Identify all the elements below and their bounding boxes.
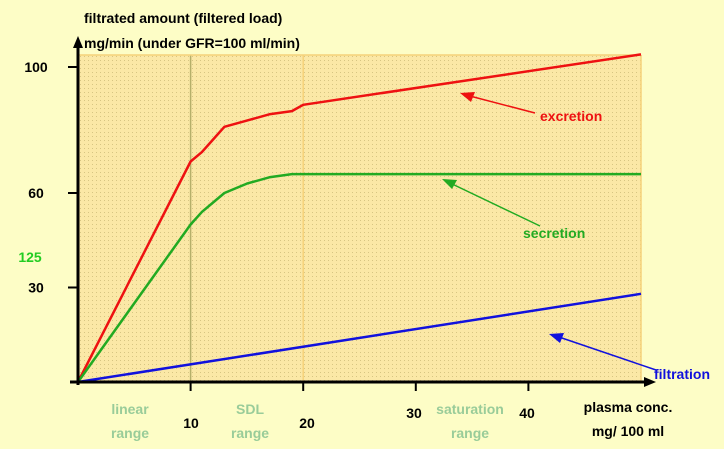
x-tick-label-20: 20	[299, 415, 315, 431]
y-extra-label: 125	[18, 249, 42, 265]
plot-area-texture	[78, 55, 641, 382]
chart-title: filtrated amount (filtered load)	[84, 10, 282, 26]
y-axis-arrowhead	[73, 36, 83, 48]
region-label-1-line2: range	[231, 425, 269, 441]
x-tick-label-30: 30	[406, 405, 422, 421]
chart-subtitle: mg/min (under GFR=100 ml/min)	[84, 35, 300, 51]
y-tick-label-30: 30	[28, 280, 44, 296]
x-axis-arrowhead	[644, 377, 656, 387]
secretion-arrowhead	[442, 179, 457, 189]
excretion-label: excretion	[540, 108, 602, 124]
region-label-1-line1: SDL	[236, 401, 264, 417]
excretion-arrow	[465, 94, 536, 114]
y-tick-label-60: 60	[28, 185, 44, 201]
filtration-arrow	[555, 335, 657, 371]
secretion-label: secretion	[523, 225, 585, 241]
secretion-line	[76, 172, 641, 383]
region-label-0-line2: range	[111, 425, 149, 441]
x-tick-label-10: 10	[183, 415, 199, 431]
region-label-2-line2: range	[451, 425, 489, 441]
filtration-line	[77, 292, 642, 384]
region-label-2-line1: saturation	[436, 401, 504, 417]
x-axis-label-line2: mg/ 100 ml	[592, 423, 664, 439]
filtration-arrowhead	[549, 333, 564, 343]
region-label-0-line1: linear	[111, 401, 149, 417]
excretion-line	[76, 53, 642, 383]
x-axis-label-line1: plasma conc.	[584, 399, 673, 415]
secretion-arrow	[447, 181, 541, 227]
x-tick-label-40: 40	[519, 405, 535, 421]
excretion-arrowhead	[460, 92, 475, 102]
filtration-label: filtration	[654, 366, 710, 382]
y-tick-label-100: 100	[24, 59, 48, 75]
